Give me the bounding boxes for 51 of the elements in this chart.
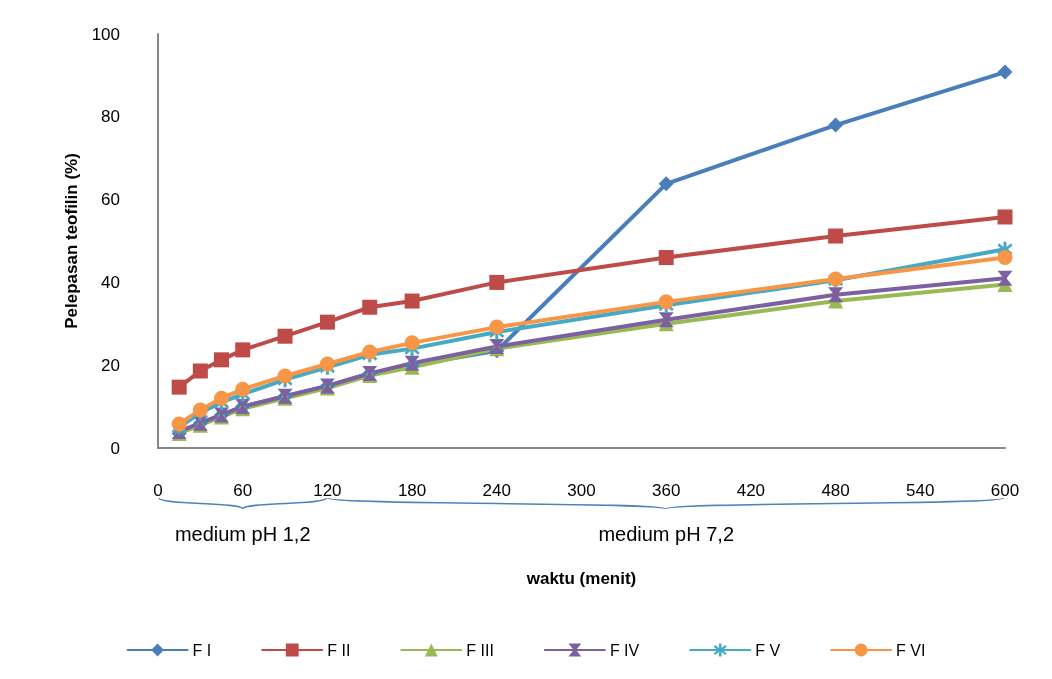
point — [997, 209, 1013, 225]
point — [658, 176, 674, 192]
legend-label: F VI — [896, 641, 926, 659]
point — [997, 64, 1013, 80]
legend-label: F V — [755, 641, 781, 659]
point — [277, 328, 293, 344]
point — [489, 319, 505, 335]
y-tick-label: 60 — [101, 190, 120, 210]
legend-label: F I — [192, 641, 212, 659]
x-tick-label: 420 — [736, 481, 766, 500]
y-tick-label: 40 — [101, 272, 120, 292]
point — [828, 117, 844, 133]
point — [997, 250, 1013, 266]
y-axis-title: Pelepasan teofilin (%) — [62, 153, 81, 329]
y-tick-label: 20 — [101, 355, 120, 375]
point — [277, 368, 293, 384]
legend-label: F II — [327, 641, 351, 659]
legend-label: F IV — [609, 641, 640, 659]
legend-label: F III — [466, 641, 494, 659]
point — [404, 293, 420, 309]
point — [171, 379, 187, 395]
y-tick-label: 100 — [91, 24, 120, 44]
x-tick-label: 480 — [821, 481, 850, 500]
point — [235, 342, 251, 358]
point — [489, 274, 505, 290]
text: medium pH 1,2 — [174, 523, 311, 545]
point — [214, 352, 230, 368]
x-tick-label: 360 — [652, 481, 681, 500]
y-tick-label: 80 — [101, 107, 120, 127]
y-tick-label: 0 — [110, 438, 120, 458]
point — [828, 228, 844, 244]
x-tick-label: 300 — [567, 481, 596, 500]
x-axis-title: waktu (menit) — [525, 569, 637, 588]
x-tick-label: 180 — [397, 481, 427, 500]
point — [319, 314, 335, 330]
point — [192, 363, 208, 379]
x-tick-label: 60 — [233, 481, 253, 500]
x-tick-label: 120 — [313, 481, 342, 500]
point — [997, 270, 1013, 286]
point — [658, 250, 674, 266]
x-tick-label: 540 — [906, 481, 935, 500]
point — [235, 381, 251, 397]
text: medium pH 7,2 — [598, 523, 735, 545]
point — [828, 287, 844, 303]
x-tick-label: 0 — [153, 481, 163, 500]
point — [404, 335, 420, 351]
point — [658, 312, 674, 328]
x-tick-label: 240 — [482, 481, 511, 500]
x-tick-label: 600 — [990, 481, 1020, 500]
point — [214, 390, 230, 406]
point — [362, 299, 378, 315]
